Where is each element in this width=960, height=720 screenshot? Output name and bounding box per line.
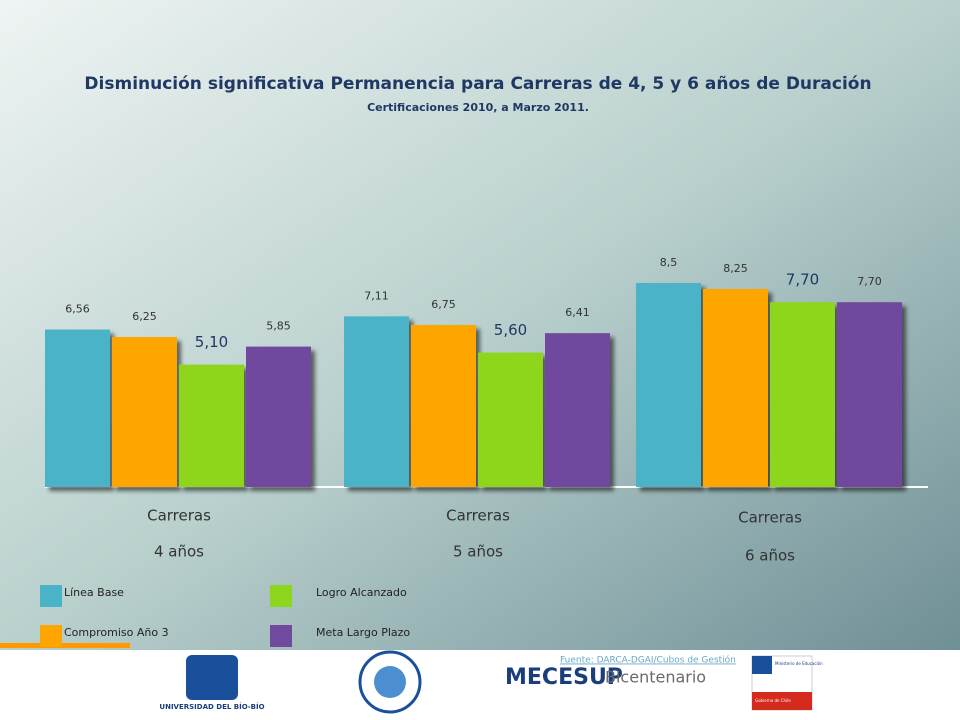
legend-label: Logro Alcanzado [316,586,407,599]
bar [179,364,244,487]
legend-swatch [270,625,292,647]
bar [478,352,543,487]
value-label: 6,25 [132,310,157,323]
logo-mecesup: MECESUP Bicentenario [505,665,706,690]
category-label: Carreras [147,507,211,525]
category-label: 6 años [745,547,795,565]
bar [344,316,409,487]
bar [770,302,835,487]
value-label: 5,10 [195,333,228,351]
value-label: 7,11 [364,289,389,302]
bar [246,346,311,487]
logo-text: MECESUP [505,665,623,690]
footer-accent [0,643,130,648]
bar [112,337,177,487]
value-label: 5,60 [494,321,527,339]
chart-subtitle: Certificaciones 2010, a Marzo 2011. [367,101,589,114]
bar [411,325,476,487]
legend-label: Línea Base [64,586,124,599]
logo-text: Gobierno de Chile [755,698,791,703]
legend-swatch [270,585,292,607]
legend-label: Compromiso Año 3 [64,626,169,639]
logo-ubb: UNIVERSIDAD DEL BÍO-BÍO [159,655,265,711]
bar [837,302,902,487]
bar [703,289,768,487]
value-label: 6,75 [431,298,456,311]
legend-label: Meta Largo Plazo [316,626,410,639]
value-label: 6,41 [565,306,590,319]
value-label: 6,56 [65,303,90,316]
value-label: 8,5 [660,256,678,269]
bar [45,329,110,487]
bar [636,283,701,487]
logo-text: UNIVERSIDAD DEL BÍO-BÍO [159,702,264,711]
bar [545,333,610,487]
category-label: 5 años [453,543,503,561]
category-label: 4 años [154,543,204,561]
logo-text: Bicentenario [605,668,706,687]
source-link[interactable]: Fuente: DARCA-DGAI/Cubos de Gestión [560,655,736,666]
value-label: 8,25 [723,262,748,275]
chart-title: Disminución significativa Permanencia pa… [84,74,871,94]
value-label: 7,70 [857,275,882,288]
logo-programa [358,650,422,714]
logo-mineduc: Ministerio de Educación Gobierno de Chil… [751,655,823,711]
category-label: Carreras [738,509,802,527]
value-label: 5,85 [266,320,291,333]
value-label: 7,70 [786,271,819,289]
legend-swatch [40,585,62,607]
logo-text: Ministerio de Educación [775,661,823,666]
legend-swatch [40,625,62,647]
category-label: Carreras [446,507,510,525]
